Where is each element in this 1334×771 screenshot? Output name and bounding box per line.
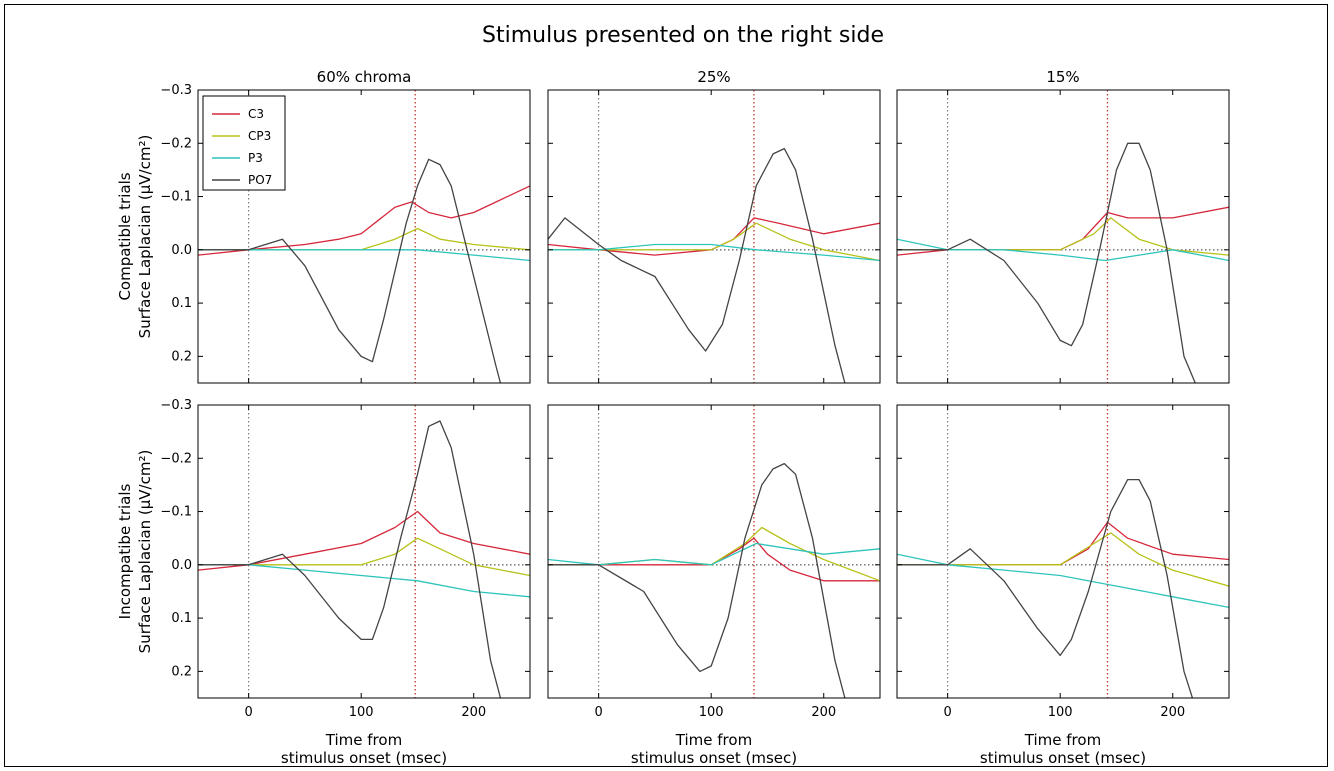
panel-frame <box>197 404 531 699</box>
chart-legend: C3 CP3 P3 PO7 <box>202 95 286 191</box>
y-axis-label: Surface Laplacian (μV/cm²) <box>136 135 154 339</box>
legend-entry: CP3 <box>248 129 271 143</box>
legend-entry: PO7 <box>248 173 272 187</box>
panel-frame <box>896 404 1230 699</box>
panel-frame <box>547 89 881 384</box>
y-tick-label: −0.2 <box>160 136 192 151</box>
series-line-cp3 <box>548 222 880 262</box>
series-line-cp3 <box>198 537 530 577</box>
y-tick-label: 0.2 <box>171 349 192 364</box>
series-line-p3 <box>548 542 880 566</box>
x-tick-label: 200 <box>811 705 836 720</box>
x-axis-label: stimulus onset (msec) <box>980 749 1146 767</box>
x-axis-label: Time from <box>675 731 752 749</box>
y-tick-label: 0.0 <box>171 558 192 573</box>
x-tick-label: 100 <box>349 705 374 720</box>
column-title: 60% chroma <box>317 68 412 86</box>
y-tick-label: −0.1 <box>160 505 192 520</box>
column-title: 25% <box>697 68 730 86</box>
y-tick-label: −0.3 <box>160 83 192 98</box>
legend-entry: C3 <box>248 107 264 121</box>
panel-frame <box>197 89 531 384</box>
series-line-po7 <box>548 147 846 383</box>
series-line-c3 <box>897 521 1229 566</box>
series-line-c3 <box>548 537 880 582</box>
x-tick-label: 200 <box>1160 705 1185 720</box>
figure-frame <box>4 4 1328 767</box>
panel-frame <box>547 404 881 699</box>
series-line-p3 <box>897 553 1229 609</box>
series-line-p3 <box>198 249 530 262</box>
y-tick-label: 0.0 <box>171 243 192 258</box>
y-axis-label: Surface Laplacian (μV/cm²) <box>136 450 154 654</box>
chart-panel: 0 100 200 −0.3 −0.2 −0.1 0.0 0.1 0.2 Time fromsti… <box>160 398 531 767</box>
series-line-c3 <box>198 185 530 256</box>
y-tick-label: −0.3 <box>160 398 192 413</box>
figure-title: Stimulus presented on the right side <box>482 23 884 48</box>
series-line-c3 <box>198 510 530 571</box>
series-line-po7 <box>198 420 502 698</box>
x-tick-label: 100 <box>1048 705 1073 720</box>
y-tick-label: −0.2 <box>160 451 192 466</box>
row-title: Compatible trials <box>116 172 134 300</box>
x-tick-label: 100 <box>699 705 724 720</box>
y-tick-label: 0.2 <box>171 664 192 679</box>
series-line-cp3 <box>897 532 1229 587</box>
series-line-po7 <box>897 142 1196 383</box>
chart-panel <box>547 89 881 384</box>
x-tick-label: 0 <box>595 705 603 720</box>
y-tick-label: −0.1 <box>160 190 192 205</box>
chart-panel: −0.3 −0.2 −0.1 0.0 0.1 0.2 C3 CP3 P3 PO7 <box>160 83 531 384</box>
x-axis-label: stimulus onset (msec) <box>631 749 797 767</box>
row-title: Incompatibe trials <box>116 483 134 619</box>
x-tick-label: 200 <box>461 705 486 720</box>
x-tick-label: 0 <box>944 705 952 720</box>
legend-entry: P3 <box>248 151 263 165</box>
x-axis-label: Time from <box>325 731 402 749</box>
series-line-p3 <box>548 243 880 262</box>
chart-panel <box>896 89 1230 384</box>
series-line-po7 <box>897 478 1194 698</box>
x-tick-label: 0 <box>245 705 253 720</box>
x-axis-label: Time from <box>1024 731 1101 749</box>
x-axis-label: stimulus onset (msec) <box>281 749 447 767</box>
y-tick-label: 0.1 <box>171 611 192 626</box>
panel-frame <box>896 89 1230 384</box>
column-title: 15% <box>1046 68 1079 86</box>
y-tick-label: 0.1 <box>171 296 192 311</box>
series-line-po7 <box>548 462 846 698</box>
series-line-po7 <box>198 158 502 383</box>
